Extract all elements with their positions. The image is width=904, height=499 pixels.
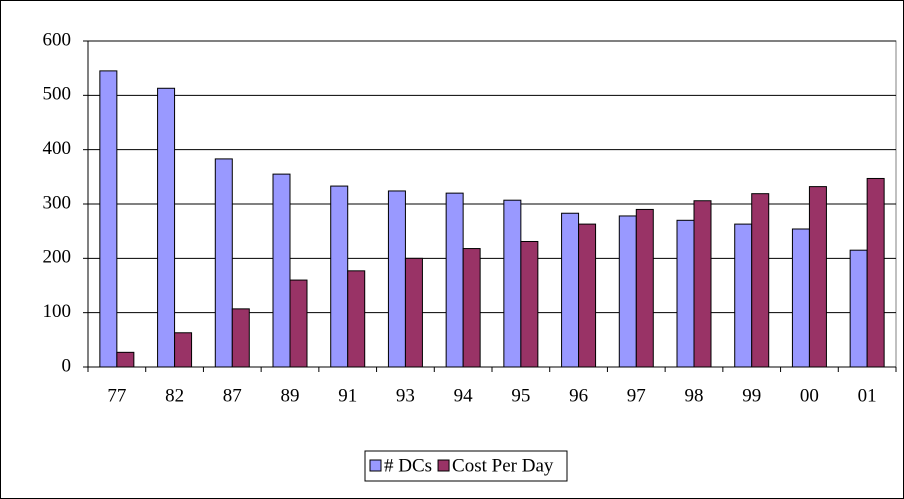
bar <box>808 186 827 368</box>
x-tick-label: 00 <box>800 385 819 406</box>
x-tick-label: 99 <box>742 385 761 406</box>
legend-box <box>364 450 568 482</box>
x-tick-label: 01 <box>858 385 877 406</box>
x-tick-label: 97 <box>627 385 646 406</box>
x-tick-label: 82 <box>165 385 184 406</box>
bar <box>289 279 308 368</box>
y-tick-label: 200 <box>43 247 72 268</box>
bar <box>676 219 695 368</box>
x-tick-label: 98 <box>685 385 704 406</box>
x-tick-label: 95 <box>511 385 530 406</box>
x-tick-label: 93 <box>396 385 415 406</box>
bar <box>231 308 250 368</box>
bar <box>116 351 135 368</box>
bar <box>849 249 868 368</box>
bar <box>618 215 637 368</box>
y-tick-label: 0 <box>62 355 72 376</box>
legend-label: Cost Per Day <box>452 455 554 476</box>
bar <box>561 212 580 368</box>
bar <box>462 248 481 368</box>
x-tick-label: 77 <box>107 385 126 406</box>
bar <box>578 223 597 368</box>
x-tick-label: 96 <box>569 385 588 406</box>
bar <box>404 257 423 368</box>
bar <box>503 199 522 368</box>
bar <box>693 200 712 368</box>
x-tick-label: 94 <box>454 385 474 406</box>
bar <box>174 332 193 368</box>
y-tick-label: 500 <box>43 84 72 105</box>
legend-swatch <box>369 459 382 472</box>
legend-label: # DCs <box>384 455 432 476</box>
x-tick-label: 87 <box>223 385 242 406</box>
bar <box>214 158 233 368</box>
bar <box>635 208 654 368</box>
y-tick-label: 300 <box>43 192 72 213</box>
bar <box>387 190 406 368</box>
bar <box>347 270 366 368</box>
bar <box>445 192 464 368</box>
legend-swatch <box>437 459 450 472</box>
bar <box>99 70 118 368</box>
bar <box>272 173 291 368</box>
y-tick-label: 100 <box>43 301 72 322</box>
x-tick-label: 91 <box>338 385 357 406</box>
y-tick-label: 600 <box>43 29 72 50</box>
bar <box>751 193 770 368</box>
y-tick-label: 400 <box>43 138 72 159</box>
bar <box>157 87 176 368</box>
x-tick-label: 89 <box>281 385 300 406</box>
bar <box>734 223 753 368</box>
bar <box>330 185 349 368</box>
bar <box>866 177 885 368</box>
bar <box>791 228 810 368</box>
bar <box>520 240 539 368</box>
